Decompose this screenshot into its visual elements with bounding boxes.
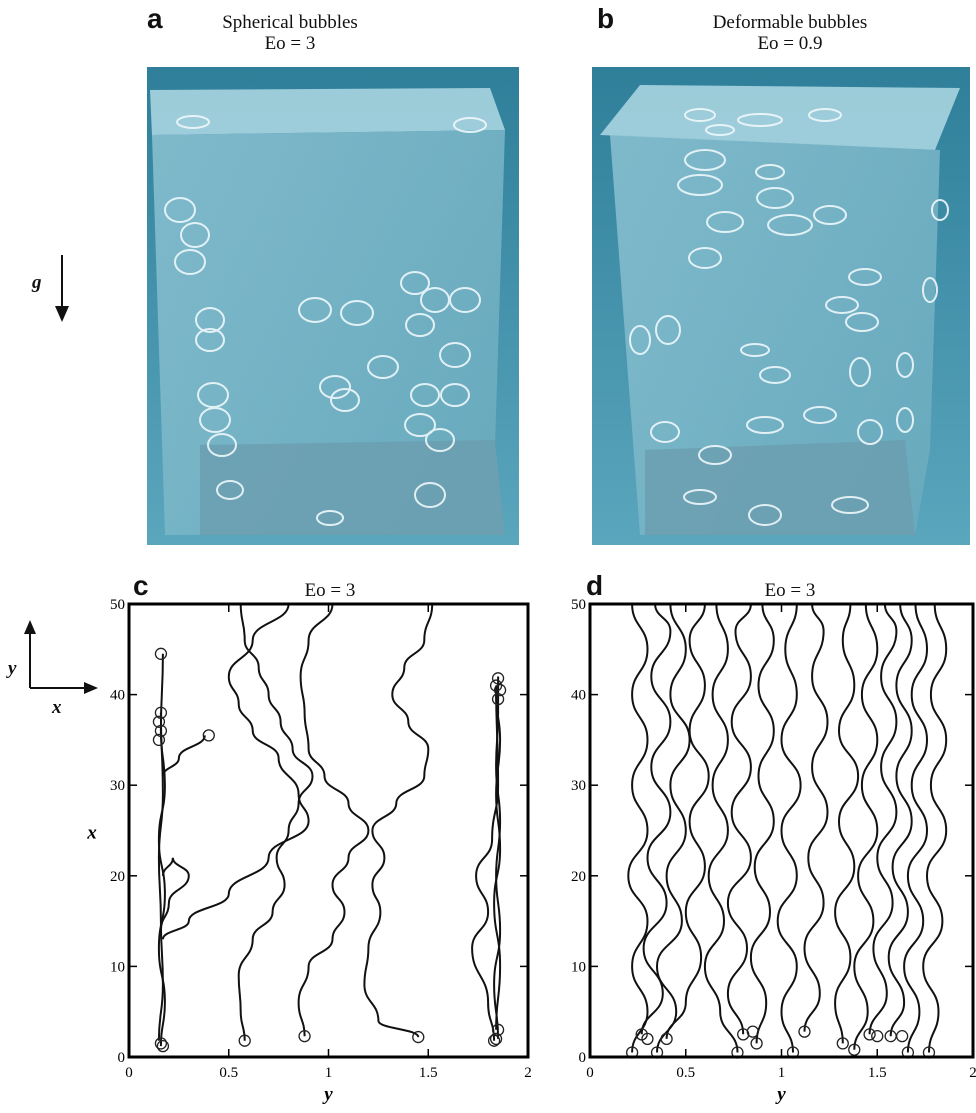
y-tick-label: 50 bbox=[571, 597, 586, 613]
bubble-start-marker bbox=[202, 729, 215, 742]
axes-key-right-label: x bbox=[52, 697, 62, 718]
trajectory-line bbox=[868, 603, 898, 1035]
x-axis-label: y bbox=[775, 1084, 786, 1105]
trajectory-line bbox=[161, 603, 310, 940]
trajectory-line bbox=[161, 735, 206, 777]
bubble-start-marker bbox=[836, 1037, 849, 1050]
x-tick-label: 2 bbox=[969, 1065, 976, 1081]
panel-b-letter: b bbox=[597, 3, 615, 34]
bubble-start-marker bbox=[489, 679, 503, 692]
y-tick-label: 40 bbox=[571, 688, 586, 704]
y-tick-label: 50 bbox=[110, 597, 125, 613]
trajectory-line bbox=[703, 603, 739, 1053]
y-tick-label: 30 bbox=[110, 778, 125, 794]
panel-b-title: Deformable bubbles Eo = 0.9 bbox=[690, 12, 890, 54]
y-tick-label: 30 bbox=[571, 778, 586, 794]
trajectory-line bbox=[834, 603, 860, 1044]
bubble-start-marker bbox=[746, 1025, 759, 1038]
trajectory-line bbox=[159, 857, 190, 931]
y-tick-label: 20 bbox=[110, 869, 125, 885]
panel-a-title: Spherical bubbles Eo = 3 bbox=[190, 12, 390, 54]
x-tick-label: 0 bbox=[125, 1065, 133, 1081]
x-tick-label: 1.5 bbox=[868, 1065, 887, 1081]
bubble-start-marker bbox=[154, 706, 168, 719]
bubble-start-marker bbox=[487, 1034, 501, 1047]
panel-a-title-line2: Eo = 3 bbox=[264, 33, 316, 54]
x-tick-label: 1.5 bbox=[419, 1065, 438, 1081]
trajectory-line bbox=[726, 603, 752, 1035]
bubble-start-marker bbox=[154, 724, 168, 737]
x-tick-label: 1 bbox=[325, 1065, 333, 1081]
x-tick-label: 0.5 bbox=[219, 1065, 238, 1081]
bubble-start-marker bbox=[238, 1034, 251, 1047]
panel-a-title-line1: Spherical bubbles bbox=[222, 12, 358, 33]
panel-b-title-line1: Deformable bubbles bbox=[712, 12, 868, 33]
x-tick-label: 1 bbox=[778, 1065, 786, 1081]
bubble-start-marker bbox=[412, 1030, 425, 1044]
y-tick-label: 20 bbox=[571, 869, 586, 885]
bubble-start-marker bbox=[156, 1039, 170, 1053]
trajectory-line bbox=[627, 603, 649, 1053]
trajectory-line bbox=[640, 603, 672, 1035]
bubble-start-marker bbox=[491, 1023, 505, 1036]
y-tick-label: 10 bbox=[571, 959, 586, 975]
trajectory-line bbox=[749, 603, 775, 1044]
bubble-start-marker bbox=[154, 1037, 168, 1050]
x-tick-label: 0.5 bbox=[676, 1065, 695, 1081]
trajectory-line bbox=[803, 603, 829, 1032]
bubble-start-marker bbox=[152, 733, 166, 747]
panel-a-letter: a bbox=[147, 3, 163, 34]
trajectory-line bbox=[471, 685, 500, 1041]
x-tick-label: 2 bbox=[524, 1065, 532, 1081]
panel-d-letter: d bbox=[586, 570, 604, 601]
panel-c-letter: c bbox=[133, 570, 149, 601]
x-axis-label: y bbox=[322, 1084, 333, 1105]
y-tick-label: 10 bbox=[110, 959, 125, 975]
panel-c-title: Eo = 3 bbox=[304, 580, 356, 601]
plot-frame bbox=[127, 602, 530, 1059]
x-tick-label: 0 bbox=[586, 1065, 594, 1081]
axes-key-up-label: y bbox=[8, 658, 17, 679]
bubble-start-marker bbox=[298, 1030, 311, 1043]
trajectory-line bbox=[237, 603, 314, 1041]
trajectory-line bbox=[297, 603, 370, 1037]
trajectory-line bbox=[903, 603, 929, 1053]
trajectory-line bbox=[922, 603, 948, 1053]
y-tick-label: 40 bbox=[110, 688, 125, 704]
bubble-start-marker bbox=[491, 672, 505, 685]
bubble-start-marker bbox=[750, 1037, 763, 1050]
trajectory-line bbox=[655, 603, 691, 1053]
y-tick-label: 0 bbox=[118, 1050, 126, 1066]
y-axis-label: x bbox=[86, 823, 97, 844]
bubble-start-marker bbox=[848, 1043, 861, 1056]
gravity-label: g bbox=[32, 272, 42, 293]
bubble-start-marker bbox=[154, 647, 168, 660]
bubble-start-marker bbox=[660, 1032, 673, 1046]
bubble-start-marker bbox=[493, 683, 507, 697]
bubble-start-marker bbox=[798, 1025, 811, 1038]
trajectory-line bbox=[776, 603, 802, 1053]
trajectory-line bbox=[887, 603, 913, 1037]
trajectory-line bbox=[665, 603, 710, 1039]
trajectory-line bbox=[853, 603, 879, 1050]
bubble-start-marker bbox=[491, 692, 505, 706]
bubble-start-marker bbox=[871, 1030, 884, 1043]
trajectory-line bbox=[493, 694, 502, 1030]
trajectory-line bbox=[157, 712, 164, 1041]
panel-b-title-line2: Eo = 0.9 bbox=[757, 33, 823, 54]
trajectory-line bbox=[363, 603, 434, 1038]
y-tick-label: 0 bbox=[579, 1050, 587, 1066]
bubble-start-marker bbox=[895, 1030, 909, 1043]
bubble-start-marker bbox=[489, 1032, 503, 1046]
bubble-start-marker bbox=[152, 715, 166, 728]
bubble-start-marker bbox=[863, 1028, 876, 1041]
bubble-start-marker bbox=[641, 1032, 654, 1046]
panel-d-title: Eo = 3 bbox=[764, 580, 816, 601]
